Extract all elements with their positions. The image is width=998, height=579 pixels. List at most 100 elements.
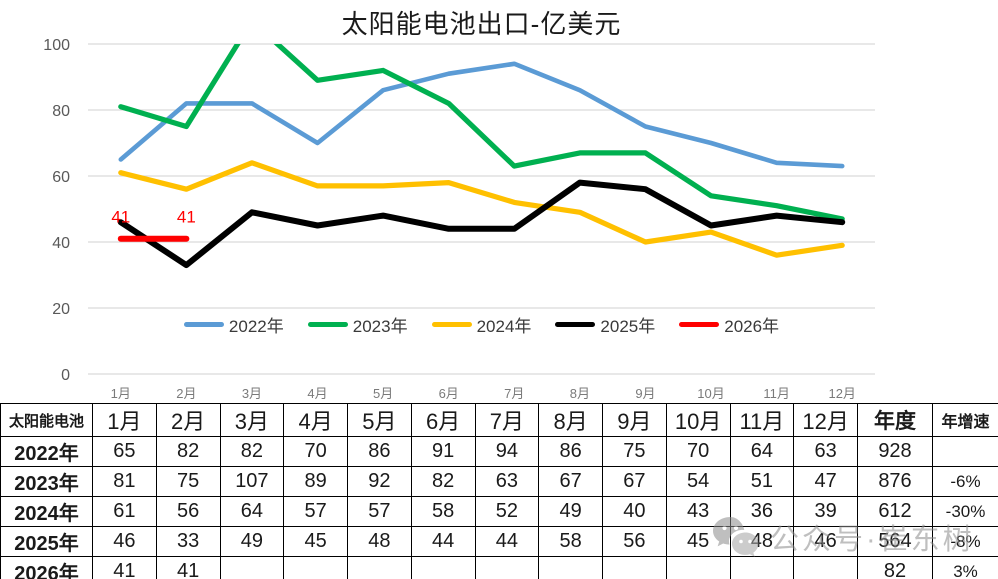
- month-value-cell: 86: [538, 436, 603, 467]
- month-value-cell: 64: [219, 496, 285, 527]
- month-value-cell: 46: [92, 526, 157, 557]
- month-value-cell: 48: [729, 526, 795, 557]
- growth-value-cell: 3%: [932, 556, 998, 579]
- month-value-cell: 89: [283, 466, 348, 497]
- legend-swatch: [679, 321, 720, 327]
- month-value-cell: 57: [347, 496, 412, 527]
- legend-label: 2023年: [352, 316, 408, 336]
- table-row-2023年: 2023年 81 75 107 89 92 82 63 67 67 54 51 47 876 -6%: [0, 466, 998, 497]
- legend-label: 2026年: [724, 316, 780, 336]
- year-label: 2022年: [0, 436, 93, 467]
- legend-label: 2025年: [600, 316, 656, 336]
- month-value-cell: 36: [729, 496, 795, 527]
- month-value-cell: [665, 556, 731, 579]
- annual-value-cell: 876: [857, 466, 933, 497]
- y-tick-label: 20: [52, 301, 70, 318]
- month-header: 9月: [602, 403, 667, 437]
- x-tick-label: 10月: [697, 386, 724, 401]
- month-header: 2月: [155, 403, 221, 437]
- month-value-cell: 61: [92, 496, 157, 527]
- table-row-2024年: 2024年 61 56 64 57 57 58 52 49 40 43 36 39 612 -30%: [0, 496, 998, 527]
- month-value-cell: 70: [283, 436, 348, 467]
- month-value-cell: 82: [155, 436, 221, 467]
- year-label: 2025年: [0, 526, 93, 557]
- month-value-cell: 91: [410, 436, 476, 467]
- month-header: 6月: [410, 403, 476, 437]
- legend-item-2022年: 2022年: [183, 312, 284, 337]
- data-label: 41: [111, 208, 130, 227]
- legend-swatch: [431, 321, 472, 327]
- year-label: 2026年: [0, 556, 93, 579]
- x-tick-label: 6月: [439, 386, 459, 401]
- legend-item-2026年: 2026年: [679, 312, 779, 337]
- growth-value-cell: -6%: [932, 466, 998, 497]
- month-value-cell: [602, 556, 667, 579]
- month-header: 11月: [729, 403, 795, 437]
- month-value-cell: 94: [474, 436, 540, 467]
- series-line-2025年: [117, 179, 846, 269]
- annual-header: 年度: [857, 403, 933, 437]
- y-tick-label: 60: [52, 169, 70, 186]
- month-value-cell: 64: [729, 436, 795, 467]
- month-value-cell: 75: [602, 436, 667, 467]
- month-value-cell: 54: [665, 466, 731, 497]
- month-value-cell: 58: [538, 526, 603, 557]
- month-value-cell: [410, 556, 476, 579]
- month-value-cell: [538, 556, 603, 579]
- annual-value-cell: 564: [857, 526, 933, 557]
- month-value-cell: 39: [793, 496, 858, 527]
- y-tick-label: 0: [61, 367, 70, 384]
- month-value-cell: 44: [474, 526, 540, 557]
- month-header: 3月: [219, 403, 285, 437]
- month-header: 5月: [347, 403, 412, 437]
- month-value-cell: 49: [538, 496, 603, 527]
- month-header: 7月: [474, 403, 540, 437]
- x-tick-label: 1月: [111, 386, 131, 401]
- x-tick-label: 2月: [176, 386, 196, 401]
- month-value-cell: 57: [283, 496, 348, 527]
- month-value-cell: 58: [410, 496, 476, 527]
- series-line-2022年: [118, 61, 845, 169]
- table-row-2022年: 2022年 65 82 82 70 86 91 94 86 75 70 64 63 928: [0, 436, 998, 467]
- data-table: 太阳能电池 1月 2月 3月 4月 5月 6月 7月 8月 9月 10月 11月 12月 年度 年增速 2…: [0, 403, 998, 579]
- month-value-cell: 86: [347, 436, 412, 467]
- month-value-cell: 81: [92, 466, 157, 497]
- month-value-cell: 63: [793, 436, 858, 467]
- month-value-cell: 45: [665, 526, 731, 557]
- month-header: 8月: [538, 403, 603, 437]
- month-value-cell: 67: [538, 466, 603, 497]
- month-header: 4月: [283, 403, 348, 437]
- legend-item-2024年: 2024年: [431, 312, 532, 337]
- legend-label: 2024年: [476, 316, 532, 336]
- y-tick-label: 100: [43, 37, 70, 54]
- month-value-cell: 49: [219, 526, 285, 557]
- y-tick-label: 40: [52, 235, 70, 252]
- month-value-cell: 52: [474, 496, 540, 527]
- month-value-cell: [793, 556, 858, 579]
- month-value-cell: 44: [410, 526, 476, 557]
- month-value-cell: 48: [347, 526, 412, 557]
- month-value-cell: [283, 556, 348, 579]
- month-header: 1月: [92, 403, 157, 437]
- month-value-cell: [474, 556, 540, 579]
- table-row-2025年: 2025年 46 33 49 45 48 44 44 58 56 45 48 46 564 -8%: [0, 526, 998, 557]
- month-value-cell: 56: [602, 526, 667, 557]
- month-value-cell: 82: [410, 466, 476, 497]
- month-header: 10月: [665, 403, 731, 437]
- month-value-cell: 40: [602, 496, 667, 527]
- annual-value-cell: 928: [857, 436, 933, 467]
- month-value-cell: 92: [347, 466, 412, 497]
- chart-legend: 2022年 2023年 2024年 2025年 2026年: [88, 312, 875, 336]
- x-tick-label: 9月: [635, 386, 655, 401]
- month-value-cell: 41: [92, 556, 157, 579]
- month-value-cell: 46: [793, 526, 858, 557]
- year-label: 2024年: [0, 496, 93, 527]
- series-line-2024年: [118, 160, 845, 258]
- month-value-cell: 75: [155, 466, 221, 497]
- x-tick-label: 3月: [242, 386, 262, 401]
- month-value-cell: 51: [729, 466, 795, 497]
- year-label: 2023年: [0, 466, 93, 497]
- growth-value-cell: [932, 436, 998, 467]
- legend-swatch: [183, 321, 224, 327]
